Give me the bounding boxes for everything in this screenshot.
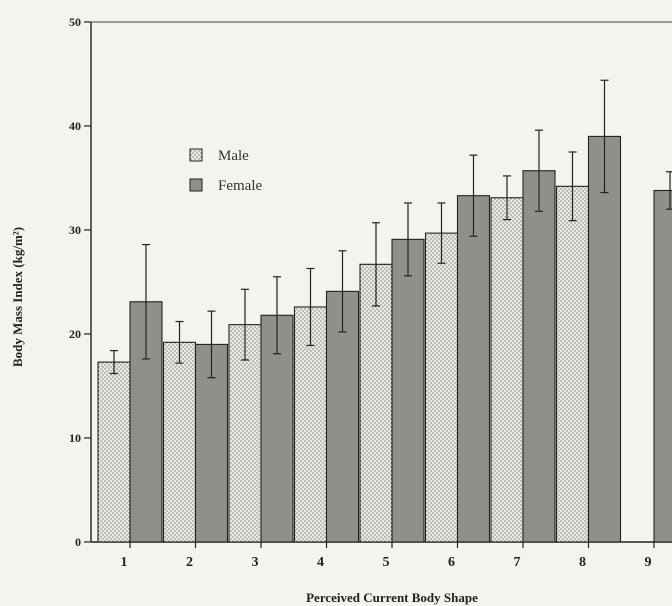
- legend-swatch-female: [189, 178, 203, 192]
- x-tick-label: 9: [645, 555, 652, 570]
- legend-swatch-male: [189, 148, 203, 162]
- x-tick-label: 1: [121, 555, 128, 570]
- x-ticks: 1 2 3 4 5 6 7 8 9: [121, 542, 655, 570]
- x-tick-label: 7: [514, 555, 521, 570]
- bar-female-4: [325, 290, 360, 543]
- x-tick-label: 5: [383, 555, 390, 570]
- x-tick-label: 8: [579, 555, 586, 570]
- y-tick-label: 0: [75, 535, 81, 549]
- x-tick-label: 6: [448, 555, 455, 570]
- legend-label-female: Female: [218, 178, 262, 194]
- y-tick-label: 10: [69, 431, 81, 445]
- y-tick-label: 50: [69, 15, 81, 29]
- y-axis-title: Body Mass Index (kg/m²): [10, 227, 25, 367]
- y-ticks: 0 10 20 30 40 50: [69, 15, 91, 549]
- bar-male-8: [555, 185, 590, 543]
- bar-male-6: [424, 232, 459, 543]
- bar-female-8: [587, 135, 622, 543]
- x-axis-title: Perceived Current Body Shape: [306, 590, 478, 605]
- x-tick-label: 2: [186, 555, 193, 570]
- bar-female-5: [391, 238, 425, 543]
- x-tick-label: 3: [252, 555, 259, 570]
- y-tick-label: 40: [69, 119, 81, 133]
- bar-male-7: [490, 197, 524, 543]
- y-tick-label: 20: [69, 327, 81, 341]
- bar-female-6: [456, 195, 491, 543]
- x-tick-label: 4: [317, 555, 324, 570]
- bar-female-7: [522, 170, 556, 543]
- bar-male-1: [97, 361, 131, 543]
- legend-label-male: Male: [218, 148, 249, 164]
- bars: [97, 79, 672, 543]
- legend: Male Female: [189, 148, 262, 194]
- bar-male-2: [162, 341, 197, 543]
- bar-male-4: [293, 306, 328, 543]
- y-tick-label: 30: [69, 223, 81, 237]
- bar-male-5: [359, 263, 393, 543]
- plot-area: 0 10 20 30 40 50 1 2 3 4 5 6 7 8 9: [69, 15, 672, 570]
- bar-female-9: [653, 189, 672, 543]
